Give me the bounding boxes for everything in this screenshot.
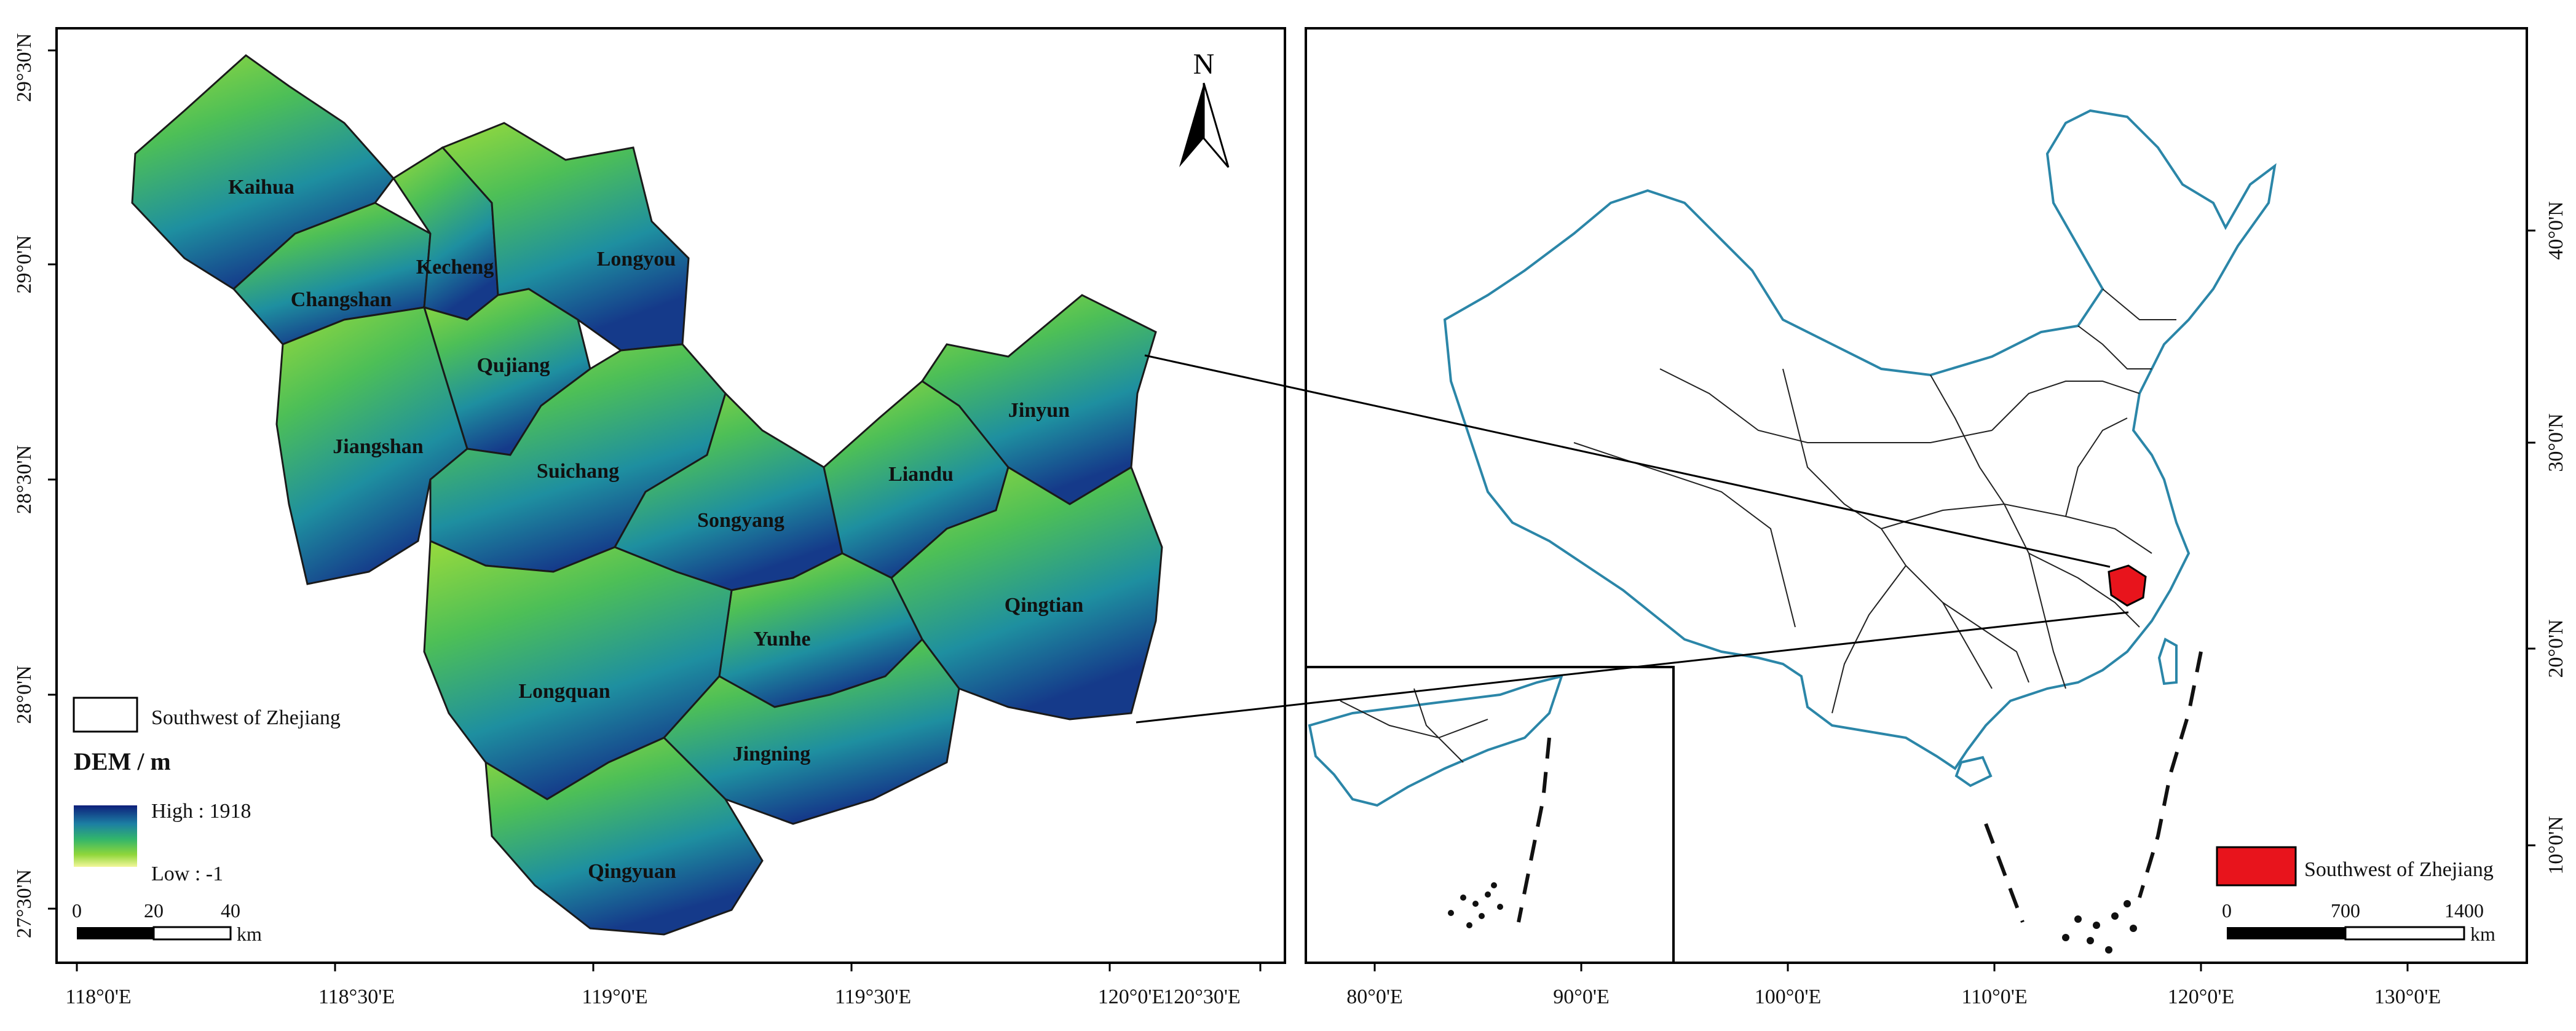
boundary-legend-label: Southwest of Zhejiang [151, 706, 341, 729]
inset-province-lines [1340, 688, 1488, 763]
label-songyang: Songyang [697, 509, 784, 532]
taiwan-island [2157, 638, 2178, 685]
county-jiangshan [275, 306, 468, 585]
label-jinyun: Jinyun [1008, 399, 1070, 422]
left-y-tick-29-0: 29°0'N [13, 235, 36, 293]
left-x-tick-118-0: 118°0'E [65, 986, 131, 1008]
left-x-tick-120-0: 120°0'E [1098, 986, 1165, 1008]
inset-coastline [1308, 674, 1564, 807]
right-y-tick-40: 40°0'N [2545, 201, 2567, 259]
right-y-axis: 40°0'N 30°0'N 20°0'N 10°0'N [2527, 201, 2567, 875]
inset-frame [1305, 666, 1675, 964]
left-y-axis: 29°30'N 29°0'N 28°30'N 28°0'N 27°30'N [13, 33, 57, 938]
dem-low-label: Low : -1 [151, 863, 223, 885]
left-map-panel: Kaihua Changshan Kecheng Longyou Qujiang… [13, 27, 1286, 1008]
north-arrow: N [1179, 48, 1230, 168]
right-legend: Southwest of Zhejiang [2216, 846, 2494, 887]
label-suichang: Suichang [537, 460, 619, 483]
label-kaihua: Kaihua [228, 176, 294, 199]
label-jingning: Jingning [733, 743, 811, 765]
right-scalebar-tick-0: 0 [2222, 899, 2232, 922]
main-map-islands [2062, 900, 2137, 954]
north-label: N [1193, 48, 1215, 81]
label-liandu: Liandu [888, 463, 954, 486]
right-x-tick-90: 90°0'E [1553, 986, 1610, 1008]
label-yunhe: Yunhe [753, 628, 810, 650]
right-x-tick-110: 110°0'E [1961, 986, 2027, 1008]
scalebar-white-segment [152, 926, 232, 941]
connector-line-bottom [1136, 611, 2129, 724]
connector-line-top [1144, 354, 2111, 568]
left-scalebar: 0 20 40 km [72, 899, 262, 945]
county-qingyuan [484, 737, 764, 936]
left-x-tick-120-30: 120°30'E [1163, 986, 1241, 1008]
left-y-tick-28-0: 28°0'N [13, 665, 36, 724]
study-area-counties [131, 54, 1163, 936]
label-qingtian: Qingtian [1005, 594, 1084, 617]
right-y-tick-30: 30°0'N [2545, 413, 2567, 472]
right-y-tick-10: 10°0'N [2545, 816, 2567, 874]
label-longyou: Longyou [597, 248, 676, 271]
right-scalebar-white-segment [2344, 926, 2465, 941]
boundary-legend-swatch [73, 697, 138, 733]
county-kaihua [131, 54, 395, 290]
county-qingtian [890, 465, 1163, 721]
scalebar-unit: km [237, 923, 262, 945]
highlight-legend-label: Southwest of Zhejiang [2304, 858, 2494, 881]
right-x-tick-80: 80°0'E [1346, 986, 1403, 1008]
left-x-tick-119-30: 119°30'E [835, 986, 911, 1008]
county-labels: Kaihua Changshan Kecheng Longyou Qujiang… [228, 176, 1083, 883]
dem-high-label: High : 1918 [151, 800, 251, 823]
right-x-tick-100: 100°0'E [1755, 986, 1822, 1008]
right-x-axis: 80°0'E 90°0'E 100°0'E 110°0'E 120°0'E 13… [1346, 963, 2441, 1008]
left-x-tick-119-0: 119°0'E [582, 986, 647, 1008]
label-changshan: Changshan [291, 288, 392, 311]
label-longquan: Longquan [518, 680, 610, 703]
highlight-legend-swatch [2216, 846, 2297, 887]
right-scalebar-unit: km [2470, 923, 2495, 945]
study-area-highlight [2108, 564, 2147, 607]
county-jingning [662, 638, 960, 825]
china-map [1443, 109, 2277, 788]
label-jiangshan: Jiangshan [333, 435, 423, 458]
inset-dash-line [1517, 737, 1551, 923]
right-scalebar-tick-700: 700 [2331, 899, 2360, 922]
right-scalebar-tick-1400: 1400 [2444, 899, 2484, 922]
scalebar-tick-20: 20 [144, 899, 164, 922]
right-scalebar-black-segment [2227, 927, 2345, 939]
main-map-dash-lines [1984, 651, 2203, 923]
left-x-tick-118-30: 118°30'E [318, 986, 395, 1008]
left-x-axis: 118°0'E 118°30'E 119°0'E 119°30'E 120°0'… [65, 963, 1262, 1008]
left-y-tick-29-30: 29°30'N [13, 33, 36, 102]
label-qingyuan: Qingyuan [588, 860, 676, 883]
left-y-tick-28-30: 28°30'N [13, 445, 36, 514]
inset-islands [1448, 882, 1503, 928]
connector-lines [1136, 354, 2129, 724]
dem-color-ramp [74, 805, 137, 867]
label-qujiang: Qujiang [476, 354, 550, 377]
county-jinyun [920, 294, 1157, 505]
scalebar-tick-40: 40 [221, 899, 240, 922]
dem-legend-title: DEM / m [74, 748, 171, 775]
scalebar-black-segment [77, 927, 154, 939]
right-x-tick-120: 120°0'E [2168, 986, 2235, 1008]
north-arrow-icon [1179, 83, 1204, 167]
right-map-panel: Southwest of Zhejiang 0 700 1400 km 80°0… [1305, 27, 2567, 1008]
scalebar-tick-0: 0 [72, 899, 82, 922]
north-arrow-right-half [1203, 82, 1230, 168]
hainan-island [1954, 756, 1993, 788]
right-scalebar: 0 700 1400 km [2222, 899, 2495, 945]
right-y-tick-20: 20°0'N [2545, 619, 2567, 677]
left-y-tick-27-30: 27°30'N [13, 869, 36, 938]
south-china-sea-inset [1305, 666, 1675, 964]
label-kecheng: Kecheng [416, 256, 494, 278]
right-x-tick-130: 130°0'E [2374, 986, 2441, 1008]
left-legend: Southwest of Zhejiang DEM / m High : 191… [73, 697, 341, 885]
